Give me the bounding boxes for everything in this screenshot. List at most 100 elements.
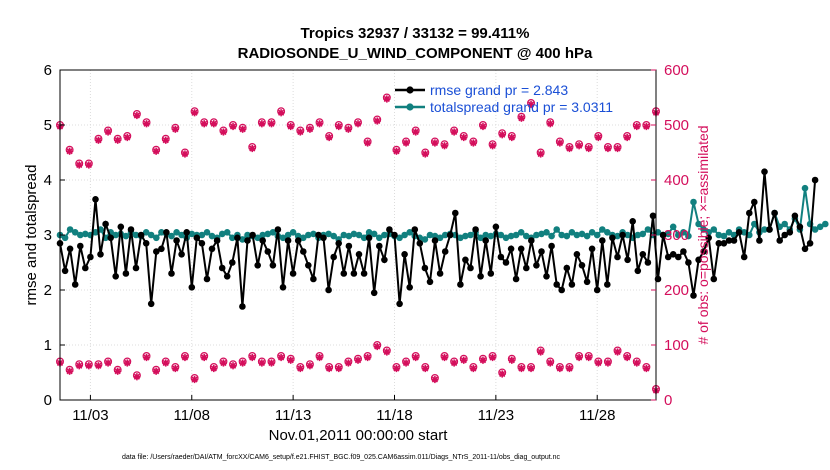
rmse-point [279, 284, 287, 291]
totalspread-point [198, 231, 206, 239]
totalspread-point [680, 229, 687, 236]
rmse-point [482, 237, 490, 244]
rmse-point [218, 264, 226, 272]
obs-assimilated-marker [162, 136, 170, 144]
rmse-point [472, 226, 479, 233]
rmse-point [675, 253, 682, 261]
obs-assimilated-marker [287, 356, 295, 364]
rmse-point [639, 251, 647, 258]
rmse-point [462, 256, 469, 264]
obs-assimilated-marker [335, 122, 343, 131]
rmse-point [391, 231, 398, 239]
right-tick-label: 0 [664, 392, 672, 409]
totalspread-point [401, 231, 408, 239]
rmse-point [239, 303, 246, 310]
rmse-point [396, 300, 403, 308]
x-tick-label: 11/23 [478, 407, 514, 424]
rmse-point [360, 270, 368, 277]
obs-assimilated-marker [306, 362, 314, 370]
y-tick-label: 5 [44, 117, 52, 134]
rmse-point [274, 226, 282, 233]
obs-assimilated-marker [517, 364, 526, 373]
totalspread-point [695, 220, 702, 228]
right-tick-label: 200 [664, 282, 689, 299]
obs-assimilated-marker [315, 120, 324, 128]
obs-assimilated-marker [229, 362, 237, 370]
totalspread-point [426, 231, 434, 239]
x-tick-label: 11/13 [275, 407, 311, 424]
y-tick-label: 2 [44, 282, 52, 299]
obs-assimilated-marker [508, 133, 516, 142]
obs-assimilated-marker [623, 133, 631, 142]
obs-assimilated-marker [306, 125, 314, 133]
totalspread-point [599, 226, 606, 233]
totalspread-point [370, 230, 378, 238]
rmse-point [127, 226, 135, 233]
rmse-point [97, 251, 104, 258]
obs-assimilated-marker [364, 353, 372, 362]
rmse-point [776, 237, 783, 244]
obs-assimilated-marker [210, 364, 218, 373]
rmse-point [249, 231, 256, 239]
rmse-point [208, 245, 216, 253]
rmse-point [340, 270, 348, 277]
totalspread-point [208, 232, 216, 240]
obs-assimilated-marker [162, 359, 170, 367]
obs-assimilated-marker [546, 120, 554, 128]
rmse-point [269, 262, 277, 269]
totalspread-point [502, 234, 510, 242]
totalspread-point [816, 223, 824, 231]
obs-assimilated-marker [421, 364, 429, 373]
obs-assimilated-marker [383, 348, 391, 356]
rmse-point [355, 251, 363, 258]
obs-assimilated-marker [431, 139, 439, 147]
obs-assimilated-marker [460, 356, 468, 364]
rmse-point [558, 286, 565, 294]
rmse-point [66, 245, 74, 253]
rmse-point [163, 229, 170, 236]
rmse-point [401, 251, 408, 258]
right-axis-label: # of obs: o=possible; ×=assimilated [695, 125, 711, 344]
legend-rmse-label: rmse grand pr = 2.843 [430, 82, 568, 98]
totalspread-point [158, 229, 165, 236]
rmse-point [756, 237, 763, 244]
rmse-point [614, 253, 621, 261]
rmse-point [173, 237, 180, 244]
rmse-point [740, 253, 748, 261]
rmse-point [137, 231, 145, 239]
totalspread-point [563, 232, 571, 240]
rmse-point [77, 242, 84, 250]
rmse-point [599, 237, 606, 244]
obs-assimilated-marker [633, 359, 641, 367]
obs-assimilated-marker [604, 359, 612, 367]
right-tick-label: 300 [664, 227, 689, 244]
obs-assimilated-marker [402, 359, 410, 367]
totalspread-point [436, 234, 444, 242]
totalspread-point [153, 234, 160, 242]
y-tick-label: 0 [44, 392, 52, 409]
totalspread-point [558, 231, 565, 239]
obs-assimilated-marker [642, 122, 650, 131]
totalspread-point [548, 232, 555, 240]
rmse-point [365, 234, 373, 242]
obs-assimilated-marker [229, 122, 237, 131]
obs-assimilated-marker [421, 150, 429, 158]
totalspread-point [523, 232, 530, 240]
totalspread-point [122, 232, 130, 240]
obs-assimilated-marker [402, 139, 410, 147]
rmse-point [588, 245, 596, 253]
obs-assimilated-marker [85, 362, 93, 370]
totalspread-point [477, 234, 484, 242]
totalspread-point [218, 230, 226, 238]
obs-assimilated-marker [123, 133, 131, 142]
obs-assimilated-marker [440, 353, 449, 362]
rmse-point [786, 229, 794, 236]
totalspread-point [593, 231, 601, 239]
x-tick-label: 11/08 [174, 407, 210, 424]
obs-assimilated-marker [613, 144, 622, 153]
rmse-point [766, 226, 773, 233]
rmse-point [289, 270, 297, 277]
totalspread-point [381, 231, 388, 239]
rmse-point [178, 251, 185, 258]
rmse-point [801, 245, 809, 253]
